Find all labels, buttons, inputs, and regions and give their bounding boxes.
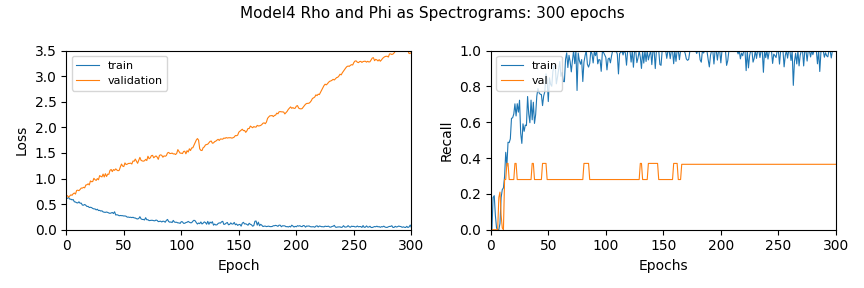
train — [62, 197, 73, 200]
Line: validation: validation — [67, 48, 411, 197]
validation — [62, 194, 73, 198]
val — [488, 228, 499, 232]
train — [800, 49, 810, 52]
validation — [399, 47, 410, 50]
val — [830, 163, 841, 166]
train — [353, 225, 364, 229]
train — [830, 49, 841, 52]
train — [268, 224, 278, 228]
train — [388, 226, 398, 229]
val — [502, 162, 512, 165]
X-axis label: Epochs: Epochs — [638, 259, 688, 273]
val — [698, 163, 708, 166]
Text: Model4 Rho and Phi as Spectrograms: 300 epochs: Model4 Rho and Phi as Spectrograms: 300 … — [239, 6, 625, 21]
train — [569, 49, 579, 52]
validation — [65, 194, 75, 198]
X-axis label: Epoch: Epoch — [218, 259, 260, 273]
val — [691, 163, 702, 166]
validation — [406, 51, 416, 54]
validation — [267, 114, 277, 117]
Line: val: val — [492, 163, 835, 230]
Line: train: train — [492, 50, 835, 230]
train — [406, 226, 416, 229]
val — [800, 163, 810, 166]
validation — [274, 110, 284, 113]
val — [778, 163, 788, 166]
train — [693, 49, 703, 52]
val — [693, 163, 703, 166]
train — [267, 225, 277, 228]
validation — [268, 115, 278, 118]
Legend: train, validation: train, validation — [72, 56, 167, 90]
Y-axis label: Loss: Loss — [15, 125, 29, 155]
validation — [63, 196, 73, 199]
val — [486, 228, 497, 232]
train — [486, 228, 497, 232]
train — [691, 52, 702, 55]
train — [778, 49, 788, 52]
validation — [375, 60, 385, 63]
train — [274, 223, 284, 227]
Legend: train, val: train, val — [496, 56, 562, 90]
Line: train: train — [67, 198, 411, 228]
train — [375, 226, 385, 229]
validation — [353, 61, 364, 64]
train — [63, 196, 73, 199]
train — [65, 197, 75, 201]
train — [488, 196, 499, 199]
Y-axis label: Recall: Recall — [440, 119, 454, 161]
train — [698, 51, 708, 55]
